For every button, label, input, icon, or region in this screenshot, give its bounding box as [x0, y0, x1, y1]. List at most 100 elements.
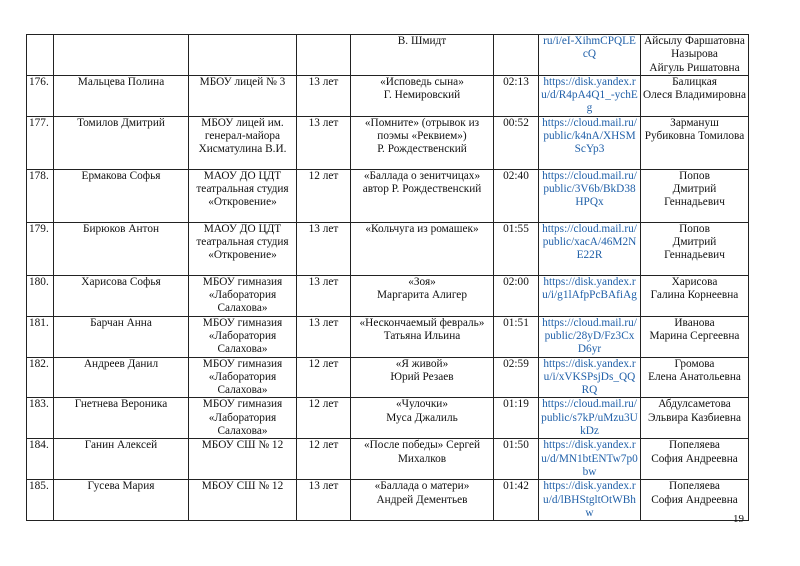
work-title: «Чулочки» Муса Джалиль — [350, 397, 494, 440]
teacher-name: Попов Дмитрий Геннадьевич — [640, 221, 749, 276]
video-link[interactable]: https://disk.yandex.ru/d/R4pA4Q1_-ychEg — [538, 74, 641, 117]
work-title: «Исповедь сына» Г. Немировский — [350, 74, 494, 117]
row-number: 185. — [26, 479, 54, 522]
work-title: «Я живой» Юрий Резаев — [350, 356, 494, 399]
school-name: МБОУ гимназия «Лаборатория Салахова» — [188, 315, 297, 358]
row-number: 178. — [26, 168, 54, 223]
school-name: МБОУ лицей им. генерал-майора Хисматулин… — [188, 115, 297, 170]
participant-name: Ганин Алексей — [53, 438, 189, 481]
participant-name: Гусева Мария — [53, 479, 189, 522]
video-link[interactable]: https://disk.yandex.ru/i/g1lAfpPcBAfiAg — [538, 274, 641, 317]
participant-age: 12 лет — [296, 438, 351, 481]
participant-age: 13 лет — [296, 221, 351, 276]
participant-age: 13 лет — [296, 479, 351, 522]
participants-table: В. Шмидт ru/i/eI-XihmCPQLEcQ Айсылу Фаршат… — [26, 34, 749, 522]
participant-age: 12 лет — [296, 356, 351, 399]
participant-age: 13 лет — [296, 115, 351, 170]
school-name — [188, 34, 297, 76]
duration: 01:42 — [493, 479, 539, 522]
participant-name: Томилов Дмитрий — [53, 115, 189, 170]
participant-name: Мальцева Полина — [53, 74, 189, 117]
duration: 01:55 — [493, 221, 539, 276]
table-row: 179. Бирюков Антон МАОУ ДО ЦДТ театральная… — [26, 221, 749, 276]
work-title: «Нескончаемый февраль» Татьяна Ильина — [350, 315, 494, 358]
duration: 02:40 — [493, 168, 539, 223]
teacher-name: Громова Елена Анатольевна — [640, 356, 749, 399]
video-link[interactable]: https://disk.yandex.ru/d/MN1btENTw7p0bw — [538, 438, 641, 481]
participant-name: Ермакова Софья — [53, 168, 189, 223]
duration: 02:13 — [493, 74, 539, 117]
video-link[interactable]: https://disk.yandex.ru/d/lBHStgltOtWBhw — [538, 479, 641, 522]
school-name: МБОУ СШ № 12 — [188, 438, 297, 481]
row-number: 182. — [26, 356, 54, 399]
participant-name: Гнетнева Вероника — [53, 397, 189, 440]
participant-age: 13 лет — [296, 315, 351, 358]
video-link[interactable]: https://cloud.mail.ru/public/28yD/Fz3CxD… — [538, 315, 641, 358]
participant-name — [53, 34, 189, 76]
page-number: 19 — [733, 513, 744, 525]
school-name: МБОУ лицей № 3 — [188, 74, 297, 117]
school-name: МАОУ ДО ЦДТ театральная студия «Откровен… — [188, 221, 297, 276]
table-row: 184. Ганин Алексей МБОУ СШ № 12 12 лет «Посл… — [26, 438, 749, 481]
table-row: 182. Андреев Данил МБОУ гимназия «Лаборато… — [26, 356, 749, 399]
school-name: МБОУ гимназия «Лаборатория Салахова» — [188, 397, 297, 440]
video-link[interactable]: https://cloud.mail.ru/public/xacA/46M2NE… — [538, 221, 641, 276]
teacher-name: Попов Дмитрий Геннадьевич — [640, 168, 749, 223]
table-row: 180. Харисова Софья МБОУ гимназия «Лаборат… — [26, 274, 749, 317]
video-link[interactable]: https://cloud.mail.ru/public/3V6b/BkD38H… — [538, 168, 641, 223]
row-number: 176. — [26, 74, 54, 117]
table-row: 185. Гусева Мария МБОУ СШ № 12 13 лет «Балла… — [26, 479, 749, 522]
row-number: 179. — [26, 221, 54, 276]
table-row: 177. Томилов Дмитрий МБОУ лицей им. генера… — [26, 115, 749, 170]
teacher-name: Айсылу Фаршатовна Назырова Айгуль Ришато… — [640, 34, 749, 76]
duration: 01:19 — [493, 397, 539, 440]
work-title: «Помните» (отрывок из поэмы «Реквием») Р… — [350, 115, 494, 170]
participant-age: 13 лет — [296, 74, 351, 117]
row-number: 181. — [26, 315, 54, 358]
work-title: «Кольчуга из ромашек» — [350, 221, 494, 276]
row-number: 183. — [26, 397, 54, 440]
school-name: МБОУ гимназия «Лаборатория Салахова» — [188, 274, 297, 317]
teacher-name: Иванова Марина Сергеевна — [640, 315, 749, 358]
video-link[interactable]: ru/i/eI-XihmCPQLEcQ — [538, 34, 641, 76]
table-row: 178. Ермакова Софья МАОУ ДО ЦДТ театральна… — [26, 168, 749, 223]
video-link[interactable]: https://disk.yandex.ru/i/xVKSPsjDs_QQRQ — [538, 356, 641, 399]
school-name: МАОУ ДО ЦДТ театральная студия «Откровен… — [188, 168, 297, 223]
participant-name: Харисова Софья — [53, 274, 189, 317]
table-row: 183. Гнетнева Вероника МБОУ гимназия «Лабо… — [26, 397, 749, 440]
row-number — [26, 34, 54, 76]
participant-name: Барчан Анна — [53, 315, 189, 358]
teacher-name: Балицкая Олеся Владимировна — [640, 74, 749, 117]
work-title: «После победы» Сергей Михалков — [350, 438, 494, 481]
teacher-name: Зармануш Рубиковна Томилова — [640, 115, 749, 170]
school-name: МБОУ гимназия «Лаборатория Салахова» — [188, 356, 297, 399]
duration: 01:50 — [493, 438, 539, 481]
duration — [493, 34, 539, 76]
teacher-name: Попеляева София Андреевна — [640, 438, 749, 481]
teacher-name: Харисова Галина Корнеевна — [640, 274, 749, 317]
video-link[interactable]: https://cloud.mail.ru/public/s7kP/uMzu3U… — [538, 397, 641, 440]
table-row: 181. Барчан Анна МБОУ гимназия «Лаборатори… — [26, 315, 749, 358]
duration: 02:59 — [493, 356, 539, 399]
school-name: МБОУ СШ № 12 — [188, 479, 297, 522]
table-row: В. Шмидт ru/i/eI-XihmCPQLEcQ Айсылу Фаршат… — [26, 34, 749, 76]
participant-name: Бирюков Антон — [53, 221, 189, 276]
duration: 00:52 — [493, 115, 539, 170]
row-number: 180. — [26, 274, 54, 317]
participant-age — [296, 34, 351, 76]
duration: 02:00 — [493, 274, 539, 317]
participant-age: 12 лет — [296, 397, 351, 440]
row-number: 184. — [26, 438, 54, 481]
work-title: «Баллада о матери» Андрей Дементьев — [350, 479, 494, 522]
teacher-name: Попеляева София Андреевна — [640, 479, 749, 522]
work-title: «Зоя» Маргарита Алигер — [350, 274, 494, 317]
video-link[interactable]: https://cloud.mail.ru/public/k4nA/XHSMSc… — [538, 115, 641, 170]
table-row: 176. Мальцева Полина МБОУ лицей № 3 13 лет «… — [26, 74, 749, 117]
work-title: В. Шмидт — [350, 34, 494, 76]
participant-name: Андреев Данил — [53, 356, 189, 399]
participant-age: 13 лет — [296, 274, 351, 317]
work-title: «Баллада о зенитчицах» автор Р. Рождеств… — [350, 168, 494, 223]
participant-age: 12 лет — [296, 168, 351, 223]
duration: 01:51 — [493, 315, 539, 358]
teacher-name: Абдулсаметова Эльвира Казбиевна — [640, 397, 749, 440]
